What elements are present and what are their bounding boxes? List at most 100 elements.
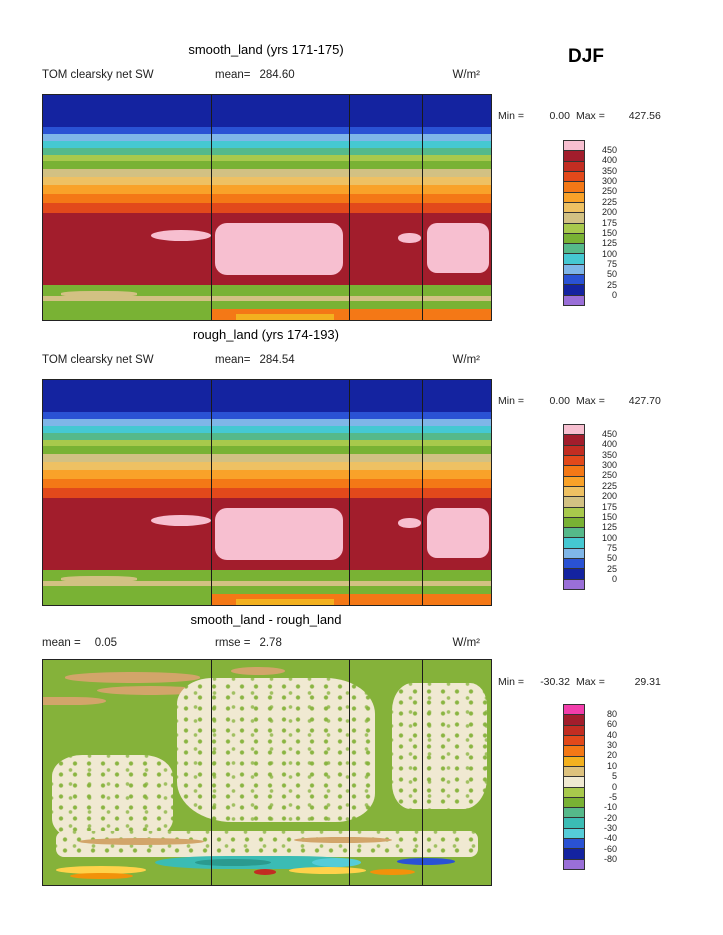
max-value: 427.56	[628, 110, 661, 122]
map-band	[43, 194, 491, 203]
map-gridline	[211, 660, 212, 885]
map-band	[43, 203, 491, 214]
colorbar-label: 75	[606, 543, 617, 553]
mean-value: 0.05	[94, 637, 118, 649]
header-left: TOM clearsky net SW	[42, 69, 168, 81]
panel-header: TOM clearsky net SW mean= 284.54 W/m²	[42, 354, 490, 370]
panel-title: rough_land (yrs 174-193)	[193, 327, 339, 342]
min-label: Min =	[498, 676, 524, 688]
map-patch	[293, 836, 393, 843]
map-band	[43, 285, 491, 297]
colorbar-box	[564, 455, 584, 467]
colorbar: 450 400 350 300 250 225 200 175 150 125 100 75 50 25 0	[563, 140, 633, 306]
colorbar-label: 75	[606, 259, 617, 269]
colorbar-label: 150	[601, 227, 617, 238]
colorbar-label: 250	[601, 470, 617, 481]
colorbar-label: 300	[601, 176, 617, 186]
colorbar-box	[564, 295, 584, 305]
mean-stat: mean= 284.60	[215, 69, 295, 81]
colorbar-label: 300	[601, 460, 617, 470]
map-patch	[253, 868, 276, 875]
min-label: Min =	[498, 395, 524, 407]
panel-header: mean = 0.05 rmse = 2.78 W/m²	[42, 637, 490, 653]
colorbar-label: -5	[608, 791, 617, 802]
mean-label: mean=	[215, 354, 251, 366]
map-patch	[96, 685, 205, 695]
map-patch	[43, 697, 106, 705]
map-band	[43, 154, 491, 162]
colorbar: 450 400 350 300 250 225 200 175 150 125 100 75 50 25 0	[563, 424, 633, 590]
map-band	[43, 185, 491, 194]
colorbar-box	[564, 435, 584, 446]
header-left: TOM clearsky net SW	[42, 354, 168, 366]
min-label: Min =	[498, 110, 524, 122]
colorbar-label: 50	[606, 553, 617, 564]
colorbar-label: 100	[601, 532, 617, 543]
map-patch	[370, 868, 415, 876]
map-gridline	[211, 95, 212, 320]
mean-value: 284.54	[259, 354, 295, 366]
colorbar-box	[564, 808, 584, 819]
map-patch	[212, 594, 491, 605]
colorbar-label: 100	[601, 248, 617, 259]
map-band	[43, 169, 491, 178]
colorbar-label: 350	[601, 165, 617, 176]
variable-label: TOM clearsky net SW	[42, 69, 154, 81]
colorbar-label: 450	[601, 428, 617, 439]
header-left: mean = 0.05	[42, 637, 117, 649]
legend-minmax: Min = -30.32 Max = 29.31	[498, 676, 661, 688]
colorbar-box	[564, 538, 584, 549]
map-patch	[212, 309, 491, 320]
colorbar-box	[564, 244, 584, 255]
map-band	[43, 177, 491, 185]
colorbar-label: 200	[601, 207, 617, 218]
colorbar-label: 250	[601, 186, 617, 197]
map-band	[43, 462, 491, 470]
map-patch	[426, 508, 489, 558]
mean-label: mean =	[42, 637, 81, 649]
map-patch	[289, 867, 366, 874]
map-patch	[69, 872, 133, 880]
mean-value: 284.60	[259, 69, 295, 81]
colorbar-boxes	[563, 704, 585, 870]
map-band	[43, 126, 491, 135]
map-band	[43, 141, 491, 148]
colorbar-box	[564, 756, 584, 767]
colorbar-label: 50	[606, 269, 617, 280]
colorbar-box	[564, 202, 584, 214]
colorbar-label: 225	[601, 196, 617, 207]
map-band	[43, 380, 491, 412]
colorbar-box	[564, 425, 584, 436]
colorbar-box	[564, 828, 584, 840]
map-patch	[231, 666, 285, 675]
rmse-value: 2.78	[259, 637, 282, 649]
panel-title: smooth_land - rough_land	[190, 612, 342, 627]
colorbar-box	[564, 777, 584, 788]
colorbar-box	[564, 766, 584, 778]
colorbar-label: 40	[606, 729, 617, 740]
map-patch	[311, 857, 362, 867]
min-value: 0.00	[549, 110, 570, 122]
colorbar-box	[564, 445, 584, 456]
colorbar-box	[564, 233, 584, 245]
max-label: Max =	[575, 110, 605, 122]
map-band	[43, 432, 491, 440]
map-band	[43, 147, 491, 155]
map-band	[43, 426, 491, 433]
map-band	[43, 479, 491, 488]
map-patch	[426, 223, 489, 273]
max-label: Max =	[575, 395, 605, 407]
colorbar-box	[564, 264, 584, 276]
variable-label: TOM clearsky net SW	[42, 354, 154, 366]
map-band	[43, 411, 491, 420]
units-label: W/m²	[452, 637, 480, 649]
map-patch	[150, 230, 211, 242]
max-value: 29.31	[634, 676, 661, 688]
colorbar-label: 400	[601, 155, 617, 166]
colorbar-label: 25	[606, 563, 617, 574]
colorbar-box	[564, 715, 584, 726]
colorbar-box	[564, 171, 584, 183]
map-band	[43, 454, 491, 463]
map-gridline	[348, 660, 350, 885]
max-value: 427.70	[628, 395, 661, 407]
